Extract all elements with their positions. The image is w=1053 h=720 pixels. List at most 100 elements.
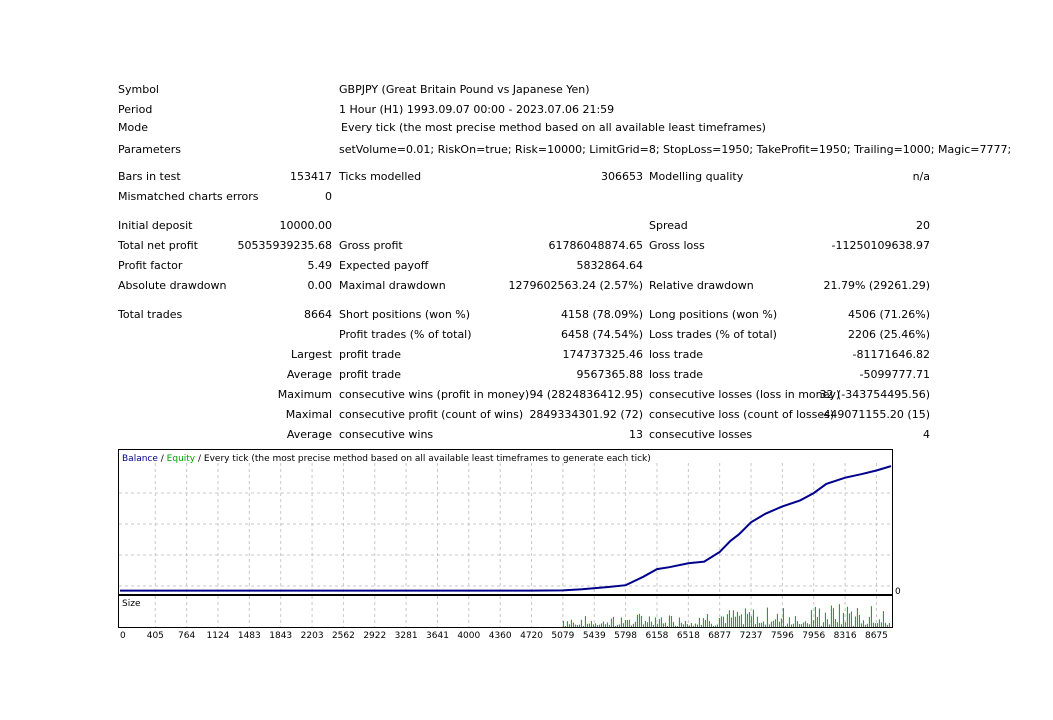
size-bar xyxy=(872,622,874,627)
maximal-closs-label: consecutive loss (count of losses) xyxy=(649,408,835,421)
size-bar xyxy=(742,624,744,627)
size-bar xyxy=(882,611,884,627)
size-bar xyxy=(652,624,654,627)
size-bar xyxy=(700,624,702,627)
size-bar xyxy=(734,616,736,627)
mismatch-label: Mismatched charts errors xyxy=(118,190,259,203)
size-bar xyxy=(884,622,886,627)
size-bar xyxy=(836,622,838,627)
legend-separator: / xyxy=(158,454,167,464)
size-bar xyxy=(624,620,626,627)
period-label: Period xyxy=(118,103,153,116)
size-bar xyxy=(570,619,572,627)
size-bar xyxy=(778,621,780,627)
size-bar xyxy=(808,624,810,627)
x-tick-label: 8675 xyxy=(865,631,888,640)
size-bar xyxy=(698,617,700,627)
size-bar xyxy=(630,625,632,627)
size-bar xyxy=(664,622,666,627)
avg-closs-value: 4 xyxy=(923,428,930,441)
size-bar xyxy=(774,619,776,627)
size-bar xyxy=(744,608,746,627)
size-bar xyxy=(832,608,834,627)
size-bar xyxy=(674,625,676,627)
size-bar xyxy=(616,624,618,627)
size-bar xyxy=(636,614,638,627)
size-bar xyxy=(862,620,864,627)
size-bar xyxy=(584,616,586,627)
size-bar xyxy=(606,622,608,627)
size-bar xyxy=(708,620,710,627)
size-bar xyxy=(686,624,688,627)
size-bar xyxy=(838,604,840,627)
size-bar xyxy=(844,622,846,627)
x-tick-label: 7237 xyxy=(740,631,763,640)
size-bar xyxy=(720,616,722,627)
size-bar xyxy=(710,623,712,627)
size-bar xyxy=(834,619,836,627)
size-bar xyxy=(748,612,750,627)
x-tick-label: 405 xyxy=(147,631,164,640)
size-bar xyxy=(712,626,714,627)
short-label: Short positions (won %) xyxy=(339,308,471,321)
size-bar xyxy=(716,624,718,627)
size-bar xyxy=(634,621,636,627)
mode-value: Every tick (the most precise method base… xyxy=(341,121,766,134)
size-bar xyxy=(874,623,876,627)
size-bar xyxy=(568,624,570,627)
size-bar xyxy=(800,624,802,627)
x-tick-label: 1124 xyxy=(207,631,230,640)
max-closs-value: 32 (-343754495.56) xyxy=(819,388,930,401)
size-bar xyxy=(732,610,734,627)
size-bar xyxy=(610,618,612,627)
size-bar xyxy=(578,624,580,627)
size-bar xyxy=(684,621,686,627)
size-bar xyxy=(792,623,794,627)
average2-label: Average xyxy=(286,428,332,441)
size-bar xyxy=(640,615,642,627)
size-bar xyxy=(614,626,616,627)
mismatch-value: 0 xyxy=(325,190,332,203)
size-bar xyxy=(790,624,792,627)
size-bar xyxy=(680,622,682,627)
size-bar xyxy=(796,621,798,627)
average-label: Average xyxy=(286,368,332,381)
size-bar xyxy=(760,622,762,627)
ltrades-value: 2206 (25.46%) xyxy=(847,328,930,341)
spread-label: Spread xyxy=(649,219,688,232)
size-bar xyxy=(766,607,768,627)
x-tick-label: 4000 xyxy=(457,631,480,640)
short-value: 4158 (78.09%) xyxy=(560,308,643,321)
x-tick-label: 3281 xyxy=(395,631,418,640)
x-tick-label: 4720 xyxy=(520,631,543,640)
largest-loss-label: loss trade xyxy=(649,348,704,361)
payoff-label: Expected payoff xyxy=(339,259,429,272)
x-tick-label: 5439 xyxy=(583,631,606,640)
size-bar xyxy=(806,623,808,627)
size-bar xyxy=(672,621,674,627)
size-bar xyxy=(842,612,844,627)
legend-equity: Equity xyxy=(167,454,196,464)
size-bar xyxy=(822,622,824,627)
x-axis-ticks: 0 405 764 1124 1483 1843 2203 2562 2922 3281 3641 4… xyxy=(120,631,888,641)
x-tick-label: 1843 xyxy=(269,631,292,640)
size-bar xyxy=(588,623,590,627)
payoff-value: 5832864.64 xyxy=(576,259,643,272)
size-bar xyxy=(644,621,646,627)
size-bar xyxy=(718,618,720,627)
largest-profit-label: profit trade xyxy=(339,348,402,361)
average-loss-value: -5099777.71 xyxy=(859,368,930,381)
size-bar xyxy=(756,616,758,627)
x-tick-label: 6877 xyxy=(708,631,731,640)
size-bar xyxy=(886,625,888,627)
size-bar xyxy=(784,625,786,627)
size-bar xyxy=(754,624,756,627)
size-bar xyxy=(856,608,858,627)
x-tick-label: 8316 xyxy=(834,631,857,640)
size-bar xyxy=(580,619,582,627)
size-bar xyxy=(566,621,568,627)
largest-label: Largest xyxy=(291,348,332,361)
netprofit-value: 50535939235.68 xyxy=(237,239,332,252)
size-panel-svg: Size 0 405 764 1124 1483 1843 2203 2562 2922 3281… xyxy=(118,595,893,641)
size-bar xyxy=(750,616,752,627)
